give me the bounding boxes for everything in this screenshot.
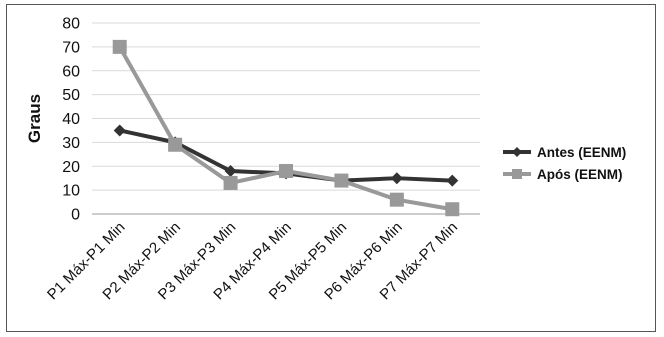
data-point [334,173,349,188]
legend-item: Após (EENM) [503,167,623,182]
data-point [389,192,404,207]
legend-marker [512,169,522,179]
chart-frame [6,4,656,332]
legend: Antes (EENM) Após (EENM) [503,145,626,182]
gridlines [92,22,480,215]
legend-marker [512,147,522,157]
data-point [113,124,126,137]
y-tick-label: 10 [62,183,80,200]
legend-label: Após (EENM) [537,167,623,182]
legend-label: Antes (EENM) [537,145,626,160]
data-point [446,174,459,187]
y-tick-label: 70 [62,39,80,56]
data-point [223,175,238,190]
legend-item: Antes (EENM) [503,145,626,160]
y-tick-label: 60 [62,63,80,80]
data-point [390,172,403,185]
y-tick-label: 40 [62,111,80,128]
data-point [224,165,237,178]
data-point [168,137,183,152]
data-point [112,39,127,54]
y-tick-label: 30 [62,135,80,152]
y-tick-label: 50 [62,87,80,104]
y-axis-title: Graus [25,94,44,143]
y-tick-label: 0 [71,207,80,224]
y-tick-label: 80 [62,16,80,33]
data-point [279,164,293,179]
series-lines [112,39,460,217]
y-tick-label: 20 [62,159,80,176]
data-point [445,202,460,217]
y-tick-labels: 0 10 20 30 40 50 60 70 80 [62,16,80,224]
series-2 [112,39,460,217]
